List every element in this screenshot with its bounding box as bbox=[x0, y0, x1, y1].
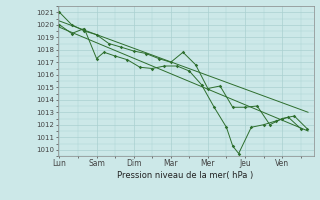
X-axis label: Pression niveau de la mer( hPa ): Pression niveau de la mer( hPa ) bbox=[117, 171, 254, 180]
